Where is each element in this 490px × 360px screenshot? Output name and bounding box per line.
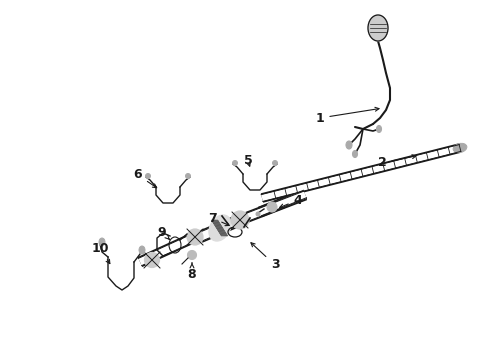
Ellipse shape xyxy=(232,161,238,166)
Ellipse shape xyxy=(256,212,260,216)
Ellipse shape xyxy=(272,161,277,166)
Text: 4: 4 xyxy=(280,194,302,208)
Text: 7: 7 xyxy=(208,211,229,226)
Ellipse shape xyxy=(453,143,467,153)
Text: 9: 9 xyxy=(158,225,170,239)
Text: 3: 3 xyxy=(251,243,279,271)
Ellipse shape xyxy=(146,174,150,179)
Text: 5: 5 xyxy=(244,154,252,167)
Ellipse shape xyxy=(368,15,388,41)
Ellipse shape xyxy=(188,251,196,260)
Ellipse shape xyxy=(376,126,382,132)
Text: 10: 10 xyxy=(91,242,110,264)
Text: 8: 8 xyxy=(188,263,196,282)
Text: 6: 6 xyxy=(134,168,157,188)
Ellipse shape xyxy=(267,202,277,212)
Ellipse shape xyxy=(187,229,203,245)
Ellipse shape xyxy=(209,215,231,241)
Text: 2: 2 xyxy=(378,155,416,170)
Ellipse shape xyxy=(231,211,249,229)
Ellipse shape xyxy=(145,252,160,267)
Ellipse shape xyxy=(99,238,105,246)
Ellipse shape xyxy=(352,150,358,158)
Text: 1: 1 xyxy=(316,107,379,125)
Ellipse shape xyxy=(346,141,352,149)
Ellipse shape xyxy=(186,174,191,179)
Ellipse shape xyxy=(139,246,145,254)
